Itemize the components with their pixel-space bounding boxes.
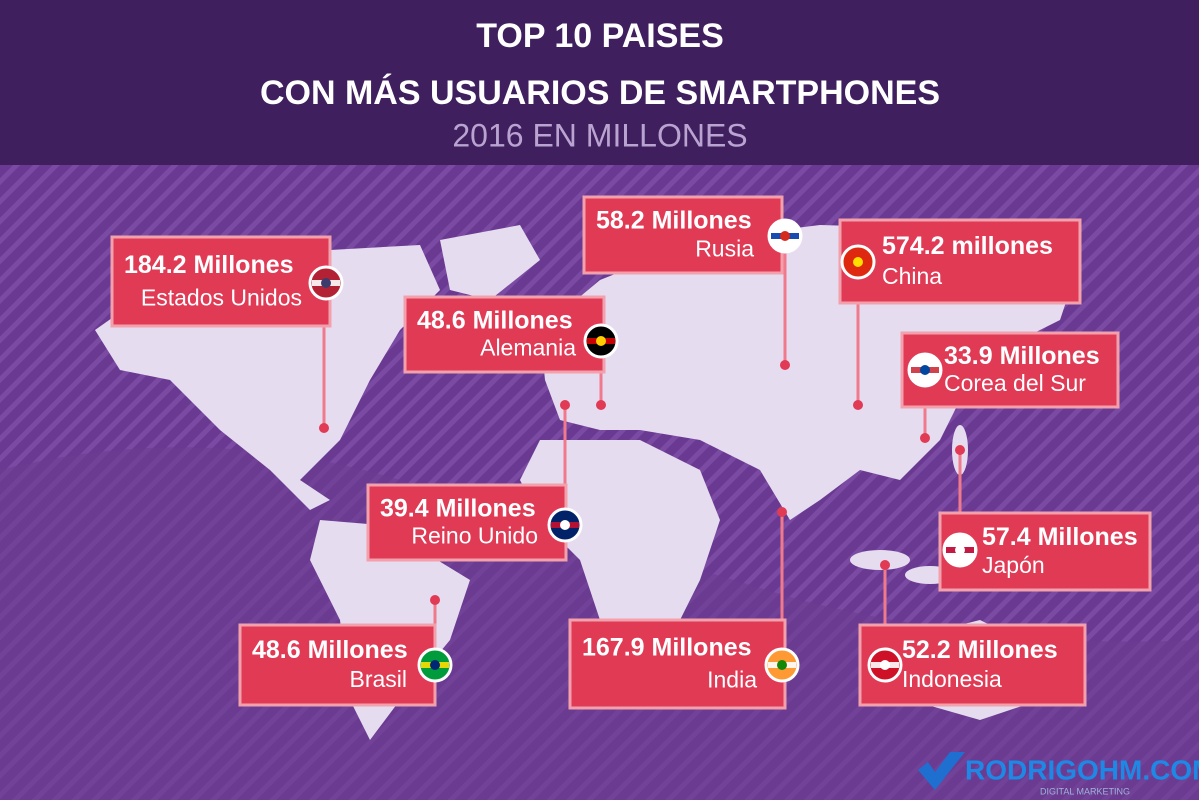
flag-mark [880,660,890,670]
callout-value: 57.4 Millones [982,523,1138,551]
callout-value: 39.4 Millones [380,494,536,522]
flag-mark [596,336,606,346]
callout-value: 52.2 Millones [902,636,1058,664]
tagline: DIGITAL MARKETING [1040,786,1130,796]
callout-box [582,195,784,275]
flag-mark [955,545,965,555]
pin-dot [780,360,790,370]
callout-country: Indonesia [902,666,1002,692]
callout-value: 58.2 Millones [596,207,752,235]
callout-country: Reino Unido [411,523,538,549]
callout-box [366,483,568,562]
pin-dot [596,400,606,410]
callout-box [238,623,437,707]
title-line: CON MÁS USUARIOS DE SMARTPHONES [260,74,940,112]
callout: 184.2 Millones Estados Unidos [110,235,344,433]
pin-dot [920,433,930,443]
callout-country: Corea del Sur [944,370,1086,396]
callout-country: India [707,667,757,693]
pin-dot [777,507,787,517]
pin-dot [430,595,440,605]
callout-box [110,235,332,328]
flag-mark [853,257,863,267]
pin-dot [955,445,965,455]
flag-mark [321,278,331,288]
callouts: 184.2 Millones Estados Unidos 48.6 Millone… [110,195,1152,710]
callout: 574.2 millones China [838,218,1082,410]
flag-mark [777,660,787,670]
flag-mark [430,660,440,670]
callout-country: Brasil [349,666,407,692]
subtitle: 2016 EN MILLONES [452,117,747,153]
title-line: TOP 10 PAISES [476,17,724,55]
callout-country: Japón [982,552,1045,578]
flag-mark [920,365,930,375]
callout: 167.9 Millones India [568,507,800,710]
callout-box [403,295,606,374]
callout-value: 33.9 Millones [944,342,1100,370]
callout-country: China [882,263,942,289]
callout-value: 167.9 Millones [582,634,752,662]
header-band [0,0,1199,165]
callout-value: 48.6 Millones [252,636,408,664]
callout-country: Rusia [695,235,754,261]
pin-dot [853,400,863,410]
pin-dot [319,423,329,433]
pin-dot [560,400,570,410]
callout-country: Estados Unidos [141,284,302,310]
callout-country: Alemania [480,335,576,361]
pin-dot [880,560,890,570]
callout-value: 48.6 Millones [417,306,573,334]
footer-logo: RODRIGOHM.COM DIGITAL MARKETING [918,752,1199,796]
callout-box [838,218,1082,305]
callout-value: 574.2 millones [882,232,1053,260]
brand: RODRIGOHM.COM [965,754,1199,785]
callout-box [568,618,787,710]
flag-mark [560,520,570,530]
flag-mark [780,231,790,241]
callout-value: 184.2 Millones [124,251,294,279]
